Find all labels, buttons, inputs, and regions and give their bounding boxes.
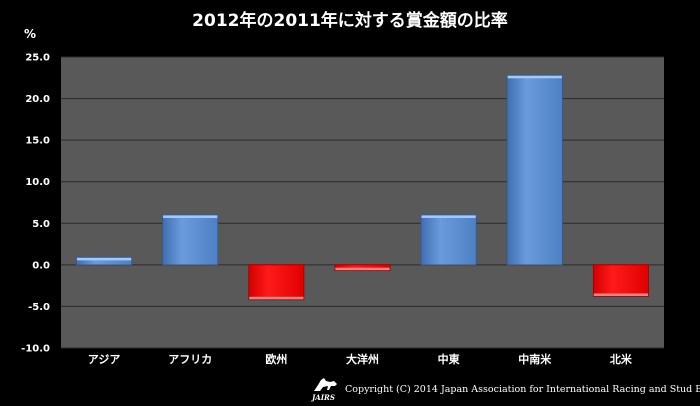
bar: [162, 214, 219, 266]
bar: [76, 256, 133, 266]
y-tick-label: 15.0: [25, 136, 50, 147]
y-axis-ticks: 25.0 20.0 15.0 10.0 5.0 0.0 -5.0 -10.0: [21, 53, 50, 355]
y-tick-label: 5.0: [32, 219, 50, 230]
x-tick-label: 中東: [438, 352, 461, 366]
chart-title: 2012年の2011年に対する賞金額の比率: [192, 10, 508, 31]
x-tick-label: 北米: [610, 352, 633, 366]
copyright-text: Copyright (C) 2014 Japan Association for…: [345, 384, 700, 395]
y-axis-unit: %: [24, 27, 36, 41]
y-tick-label: -5.0: [28, 302, 50, 313]
y-tick-label: 0.0: [32, 260, 50, 271]
y-tick-label: 20.0: [25, 94, 50, 105]
y-tick-label: 25.0: [25, 53, 50, 64]
x-tick-label: アフリカ: [168, 353, 212, 366]
horse-rider-icon: [314, 378, 337, 391]
x-tick-label: 大洋州: [346, 352, 379, 366]
logo-text: JAIRS: [310, 393, 335, 402]
jairs-logo: JAIRS: [310, 378, 337, 402]
x-tick-label: 中南米: [518, 352, 552, 366]
bar: [420, 214, 477, 266]
y-tick-label: 10.0: [25, 177, 50, 188]
y-tick-label: -10.0: [21, 344, 50, 355]
x-axis-ticks: アジア アフリカ 欧州 大洋州 中東 中南米 北米: [88, 352, 633, 366]
plot-area: [61, 57, 664, 348]
bar: [506, 74, 563, 266]
bar: [592, 264, 649, 297]
bar: [248, 264, 305, 301]
x-tick-label: 欧州: [265, 352, 287, 366]
bar: [334, 264, 391, 272]
x-tick-label: アジア: [88, 353, 121, 366]
bars: [76, 74, 649, 301]
